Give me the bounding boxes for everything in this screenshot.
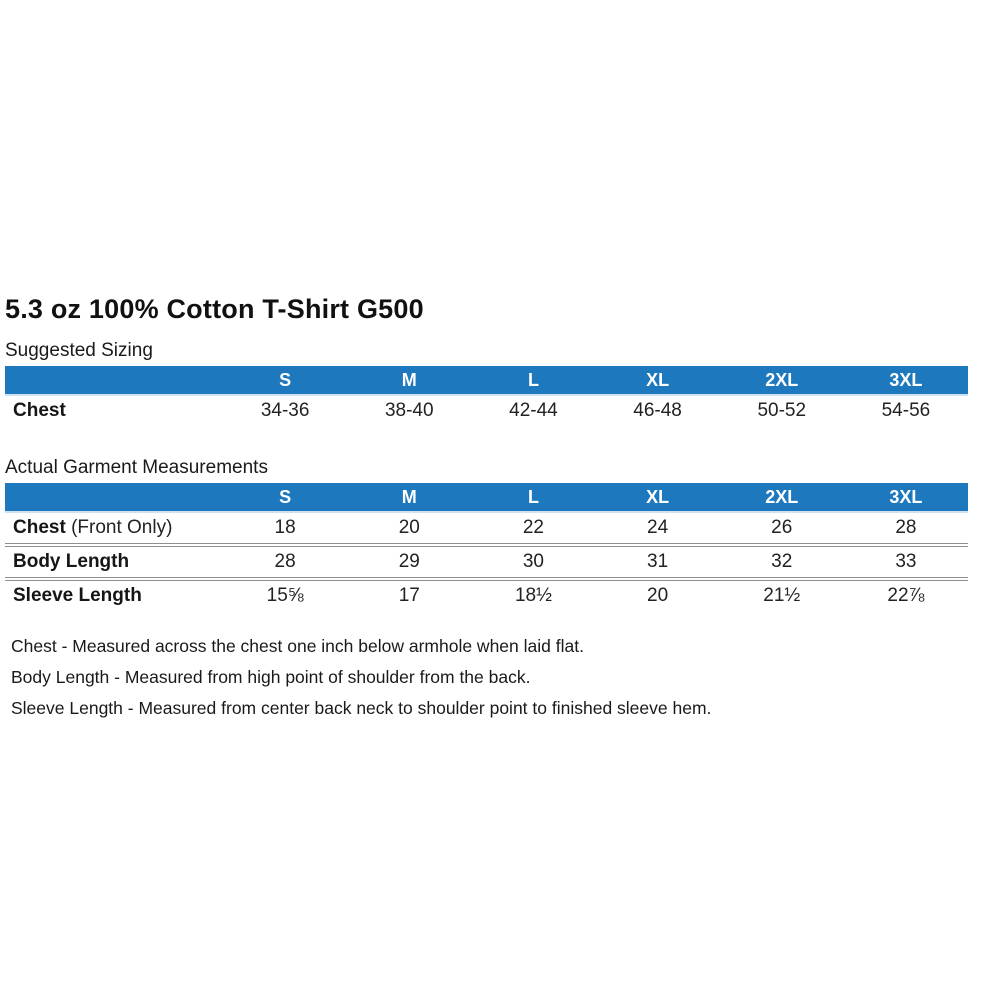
cell-value: 29 — [347, 545, 472, 581]
cell-value: 24 — [595, 512, 720, 547]
row-label-cell: Body Length — [5, 545, 224, 581]
cell-value: 26 — [719, 512, 844, 547]
cell-value: 21½ — [763, 585, 801, 606]
row-label-cell: Sleeve Length — [5, 579, 223, 611]
cell-value: 20 — [647, 585, 669, 606]
size-col-header: S — [223, 483, 348, 513]
cell-value: 34-36 — [260, 400, 310, 421]
table-row-sleeve-length: Sleeve Length 15⅝ 17 18½ 20 21½ 22⅞ — [5, 579, 968, 611]
header-empty-cell — [5, 483, 224, 513]
table-row-chest: Chest 34-36 38-40 42-44 46-48 50-52 54-5… — [5, 395, 968, 426]
row-label-cell: Chest — [5, 395, 223, 426]
cell-value: 18 — [223, 512, 348, 547]
cell-value: 46-48 — [633, 400, 682, 421]
sizing-chart-content: 5.3 oz 100% Cotton T-Shirt G500 Suggeste… — [5, 294, 968, 724]
size-col-header: 3XL — [843, 366, 968, 396]
actual-measurements-label: Actual Garment Measurements — [5, 457, 268, 478]
cell-value: 20 — [347, 512, 472, 547]
page-title: 5.3 oz 100% Cotton T-Shirt G500 — [5, 294, 424, 324]
row-label-suffix: (Front Only) — [65, 517, 173, 538]
size-col-header: XL — [595, 483, 720, 513]
cell-value: 15⅝ — [266, 585, 304, 606]
cell-value: 50-52 — [757, 400, 807, 421]
row-label: Sleeve Length — [13, 585, 142, 606]
cell-value: 32 — [719, 545, 844, 581]
header-empty-cell — [5, 366, 224, 396]
cell-value: 33 — [843, 545, 968, 581]
measurement-footnotes: Chest - Measured across the chest one in… — [5, 631, 968, 724]
footnote-body-length: Body Length - Measured from high point o… — [11, 667, 531, 687]
suggested-sizing-section: Suggested Sizing S M L XL 2XL 3XL — [5, 340, 968, 426]
size-col-header: M — [347, 366, 472, 396]
table-header-row: S M L XL 2XL 3XL — [5, 483, 968, 513]
table-row-body-length: Body Length 28 29 30 31 32 33 — [5, 545, 968, 581]
cell-value: 17 — [398, 585, 420, 606]
cell-value: 38-40 — [384, 400, 434, 421]
size-col-header: 3XL — [843, 483, 968, 513]
size-col-header: S — [223, 366, 348, 396]
size-col-header: L — [471, 483, 596, 513]
actual-measurements-table: S M L XL 2XL 3XL Chest (Front Only) 18 2… — [5, 483, 968, 611]
suggested-sizing-table: S M L XL 2XL 3XL Chest 34-36 38-40 42-44… — [5, 366, 968, 426]
cell-value: 30 — [471, 545, 596, 581]
row-label-cell: Chest (Front Only) — [5, 512, 224, 547]
suggested-sizing-label: Suggested Sizing — [5, 340, 153, 361]
table-header-row: S M L XL 2XL 3XL — [5, 366, 968, 396]
row-label: Body Length — [13, 551, 130, 572]
cell-value: 54-56 — [881, 400, 931, 421]
size-col-header: 2XL — [719, 483, 844, 513]
size-col-header: 2XL — [719, 366, 844, 396]
cell-value: 42-44 — [509, 400, 558, 421]
footnote-chest: Chest - Measured across the chest one in… — [11, 636, 584, 656]
cell-value: 31 — [595, 545, 720, 581]
row-label: Chest — [13, 400, 66, 421]
row-label: Chest — [13, 517, 66, 538]
footnote-sleeve-length: Sleeve Length - Measured from center bac… — [11, 698, 712, 718]
cell-value: 18½ — [514, 585, 552, 606]
size-col-header: XL — [595, 366, 720, 396]
cell-value: 22⅞ — [887, 585, 925, 606]
cell-value: 28 — [843, 512, 968, 547]
actual-measurements-section: Actual Garment Measurements S M L XL 2XL… — [5, 457, 968, 611]
size-col-header: L — [471, 366, 596, 396]
size-col-header: M — [347, 483, 472, 513]
table-row-chest-front-only: Chest (Front Only) 18 20 22 24 26 28 — [5, 512, 968, 547]
cell-value: 28 — [223, 545, 348, 581]
cell-value: 22 — [471, 512, 596, 547]
